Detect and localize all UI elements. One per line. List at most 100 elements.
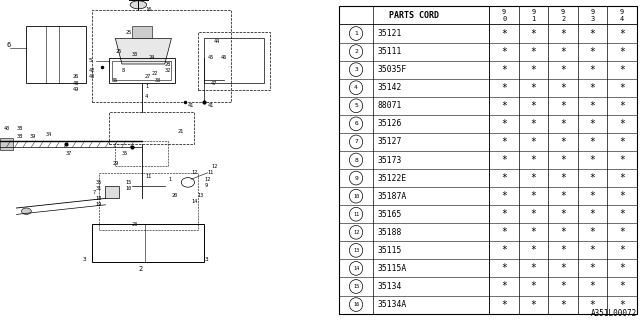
Text: *: * (589, 245, 596, 255)
Text: 6: 6 (6, 42, 11, 48)
Text: *: * (501, 300, 507, 309)
Text: *: * (531, 137, 536, 147)
Text: 31: 31 (95, 186, 102, 191)
Circle shape (349, 81, 363, 95)
Circle shape (349, 63, 363, 76)
Circle shape (349, 135, 363, 149)
Text: 35122E: 35122E (378, 173, 407, 183)
Circle shape (349, 207, 363, 221)
Text: 1: 1 (145, 84, 148, 89)
Text: *: * (560, 119, 566, 129)
Text: *: * (620, 119, 625, 129)
Circle shape (349, 117, 363, 131)
Text: *: * (620, 282, 625, 292)
Circle shape (349, 171, 363, 185)
Text: 10: 10 (125, 186, 131, 191)
Circle shape (349, 280, 363, 293)
Text: *: * (620, 137, 625, 147)
Text: *: * (589, 28, 596, 38)
Text: *: * (531, 155, 536, 165)
Text: *: * (589, 119, 596, 129)
Text: *: * (620, 101, 625, 111)
Text: *: * (620, 191, 625, 201)
Text: 38: 38 (17, 125, 23, 131)
Text: 9
4: 9 4 (620, 9, 624, 22)
Text: 23: 23 (132, 221, 138, 227)
Text: 12: 12 (353, 230, 359, 235)
Text: *: * (589, 173, 596, 183)
Circle shape (349, 244, 363, 257)
Text: PARTS CORD: PARTS CORD (389, 11, 439, 20)
Text: *: * (531, 209, 536, 219)
Text: 43: 43 (89, 74, 95, 79)
Text: 46: 46 (221, 55, 227, 60)
Text: 4: 4 (354, 85, 358, 90)
Text: *: * (560, 209, 566, 219)
Text: *: * (501, 65, 507, 75)
Text: *: * (589, 47, 596, 57)
Text: 40: 40 (3, 125, 10, 131)
Text: *: * (531, 47, 536, 57)
Text: *: * (531, 300, 536, 309)
Text: *: * (589, 209, 596, 219)
Text: 25: 25 (125, 29, 131, 35)
Text: *: * (501, 47, 507, 57)
Text: *: * (501, 245, 507, 255)
Text: 11: 11 (145, 173, 151, 179)
Text: 3: 3 (354, 67, 358, 72)
Text: *: * (560, 101, 566, 111)
Text: 13: 13 (353, 248, 359, 253)
Text: 8: 8 (122, 68, 125, 73)
Text: *: * (620, 227, 625, 237)
Circle shape (349, 99, 363, 113)
Text: *: * (560, 65, 566, 75)
Text: 35115A: 35115A (378, 264, 407, 273)
Text: 27: 27 (145, 74, 151, 79)
Text: 11: 11 (207, 170, 214, 175)
Text: 45: 45 (207, 55, 214, 60)
Bar (132, 26, 152, 38)
Bar (204, 38, 264, 83)
Text: 37: 37 (66, 151, 72, 156)
Text: 6: 6 (354, 121, 358, 126)
Text: 5: 5 (354, 103, 358, 108)
Polygon shape (106, 186, 118, 198)
Circle shape (349, 225, 363, 239)
Text: 88071: 88071 (378, 101, 402, 110)
Text: *: * (531, 245, 536, 255)
Text: 26: 26 (72, 74, 79, 79)
Text: 47: 47 (211, 81, 217, 86)
Text: 39: 39 (29, 133, 36, 139)
Text: *: * (589, 155, 596, 165)
Bar (92, 10, 231, 102)
Text: 5: 5 (89, 58, 93, 63)
Text: 35: 35 (122, 151, 128, 156)
Text: *: * (560, 227, 566, 237)
Polygon shape (115, 38, 172, 64)
Text: 35126: 35126 (378, 119, 402, 128)
Text: 24: 24 (148, 55, 155, 60)
Text: 32: 32 (165, 68, 171, 73)
Text: *: * (531, 101, 536, 111)
Text: 25: 25 (115, 49, 122, 54)
Text: *: * (560, 245, 566, 255)
Text: *: * (560, 173, 566, 183)
Text: *: * (501, 191, 507, 201)
Text: 13: 13 (198, 193, 204, 198)
Text: 35134A: 35134A (378, 300, 407, 309)
Bar (109, 112, 195, 144)
Ellipse shape (130, 1, 147, 9)
Text: 2: 2 (354, 49, 358, 54)
Text: 1: 1 (168, 177, 172, 182)
Text: *: * (501, 155, 507, 165)
Text: 8: 8 (354, 157, 358, 163)
Text: *: * (501, 83, 507, 93)
Text: 9
0: 9 0 (502, 9, 506, 22)
Text: 36: 36 (112, 77, 118, 83)
Text: 7: 7 (92, 189, 95, 195)
Text: *: * (589, 263, 596, 273)
Text: *: * (560, 47, 566, 57)
Text: *: * (531, 282, 536, 292)
Text: 3: 3 (83, 257, 86, 262)
Text: 35: 35 (95, 180, 102, 185)
